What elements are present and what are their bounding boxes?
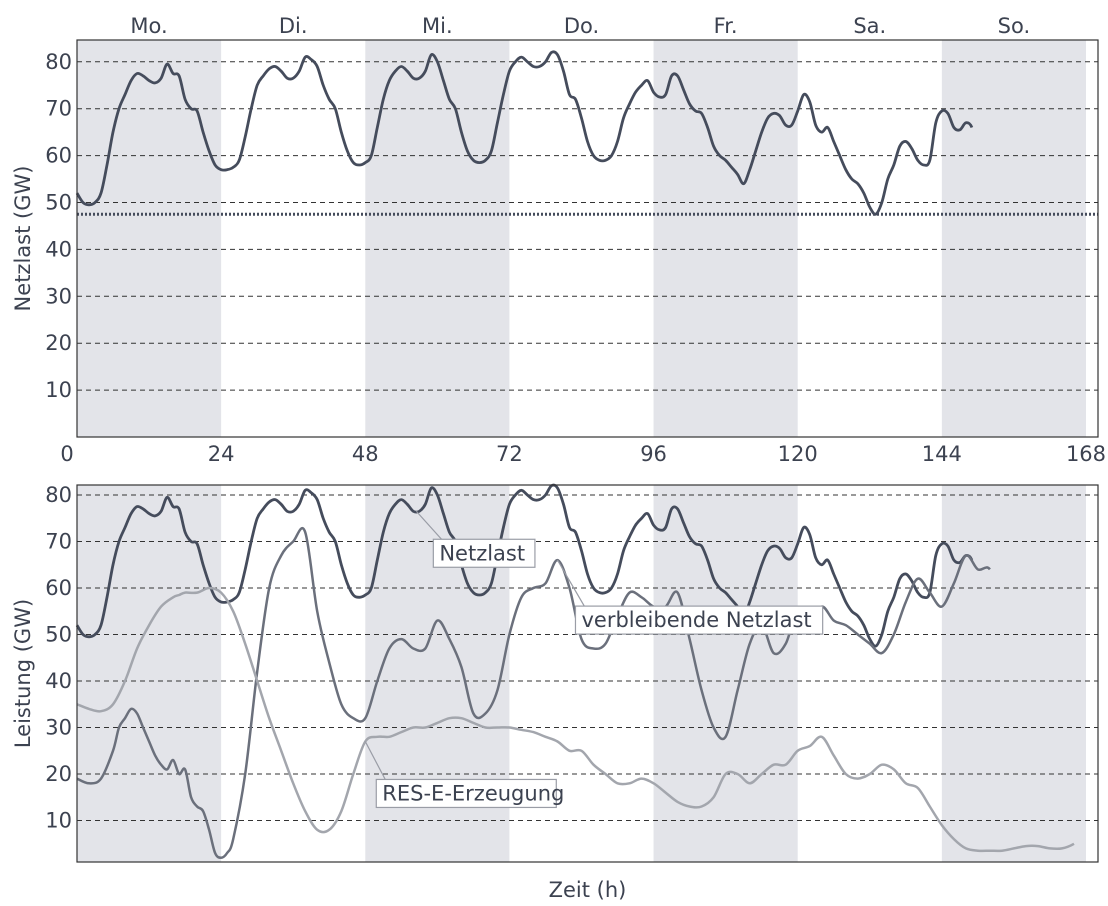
x-tick-label: 24 (208, 442, 235, 466)
day-label-2: Mi. (422, 14, 453, 38)
y-tick-label: 70 (45, 97, 72, 121)
callout-label: RES-E-Erzeugung (382, 781, 564, 805)
x-tick-label: 96 (640, 442, 667, 466)
day-band-2 (365, 40, 509, 437)
y-tick-label: 50 (45, 191, 72, 215)
day-label-0: Mo. (130, 14, 167, 38)
callout-label: Netzlast (439, 541, 525, 565)
x-axis-label: Zeit (h) (549, 878, 627, 902)
day-band-4 (654, 40, 798, 437)
y-tick-label: 50 (45, 623, 72, 647)
y-axis-label: Netzlast (GW) (11, 166, 35, 312)
x-tick-label: 48 (352, 442, 379, 466)
y-tick-label: 30 (45, 716, 72, 740)
y-tick-label: 10 (45, 378, 72, 402)
y-tick-label: 80 (45, 50, 72, 74)
y-tick-label: 10 (45, 809, 72, 833)
y-tick-label: 20 (45, 762, 72, 786)
x-tick-label: 144 (922, 442, 962, 466)
bottom-panel-leistung: 10 20 30 40 50 60 70 80 Netzlast verbleibende Net… (11, 483, 1098, 862)
day-band-6 (942, 40, 1086, 437)
y-tick-label: 30 (45, 284, 72, 308)
day-label-1: Di. (279, 14, 308, 38)
y-tick-label: 70 (45, 530, 72, 554)
day-label-3: Do. (564, 14, 599, 38)
y-tick-label: 40 (45, 237, 72, 261)
y-tick-label: 60 (45, 576, 72, 600)
day-label-6: So. (998, 14, 1030, 38)
y-axis-label: Leistung (GW) (11, 599, 35, 748)
y-tick-label: 40 (45, 669, 72, 693)
day-label-5: Sa. (853, 14, 886, 38)
y-tick-label: 80 (45, 483, 72, 507)
x-tick-label: 72 (496, 442, 523, 466)
callout-label: verbleibende Netzlast (581, 608, 811, 632)
top-panel-netzlast: 10 20 30 40 50 60 70 80 Netzlast (GW) (11, 40, 1098, 437)
x-tick-label: 0 (60, 442, 73, 466)
day-band-0 (77, 40, 221, 437)
day-label-4: Fr. (714, 14, 738, 38)
y-tick-label: 60 (45, 144, 72, 168)
x-tick-label: 120 (778, 442, 818, 466)
x-tick-label: 168 (1066, 442, 1106, 466)
y-tick-label: 20 (45, 331, 72, 355)
